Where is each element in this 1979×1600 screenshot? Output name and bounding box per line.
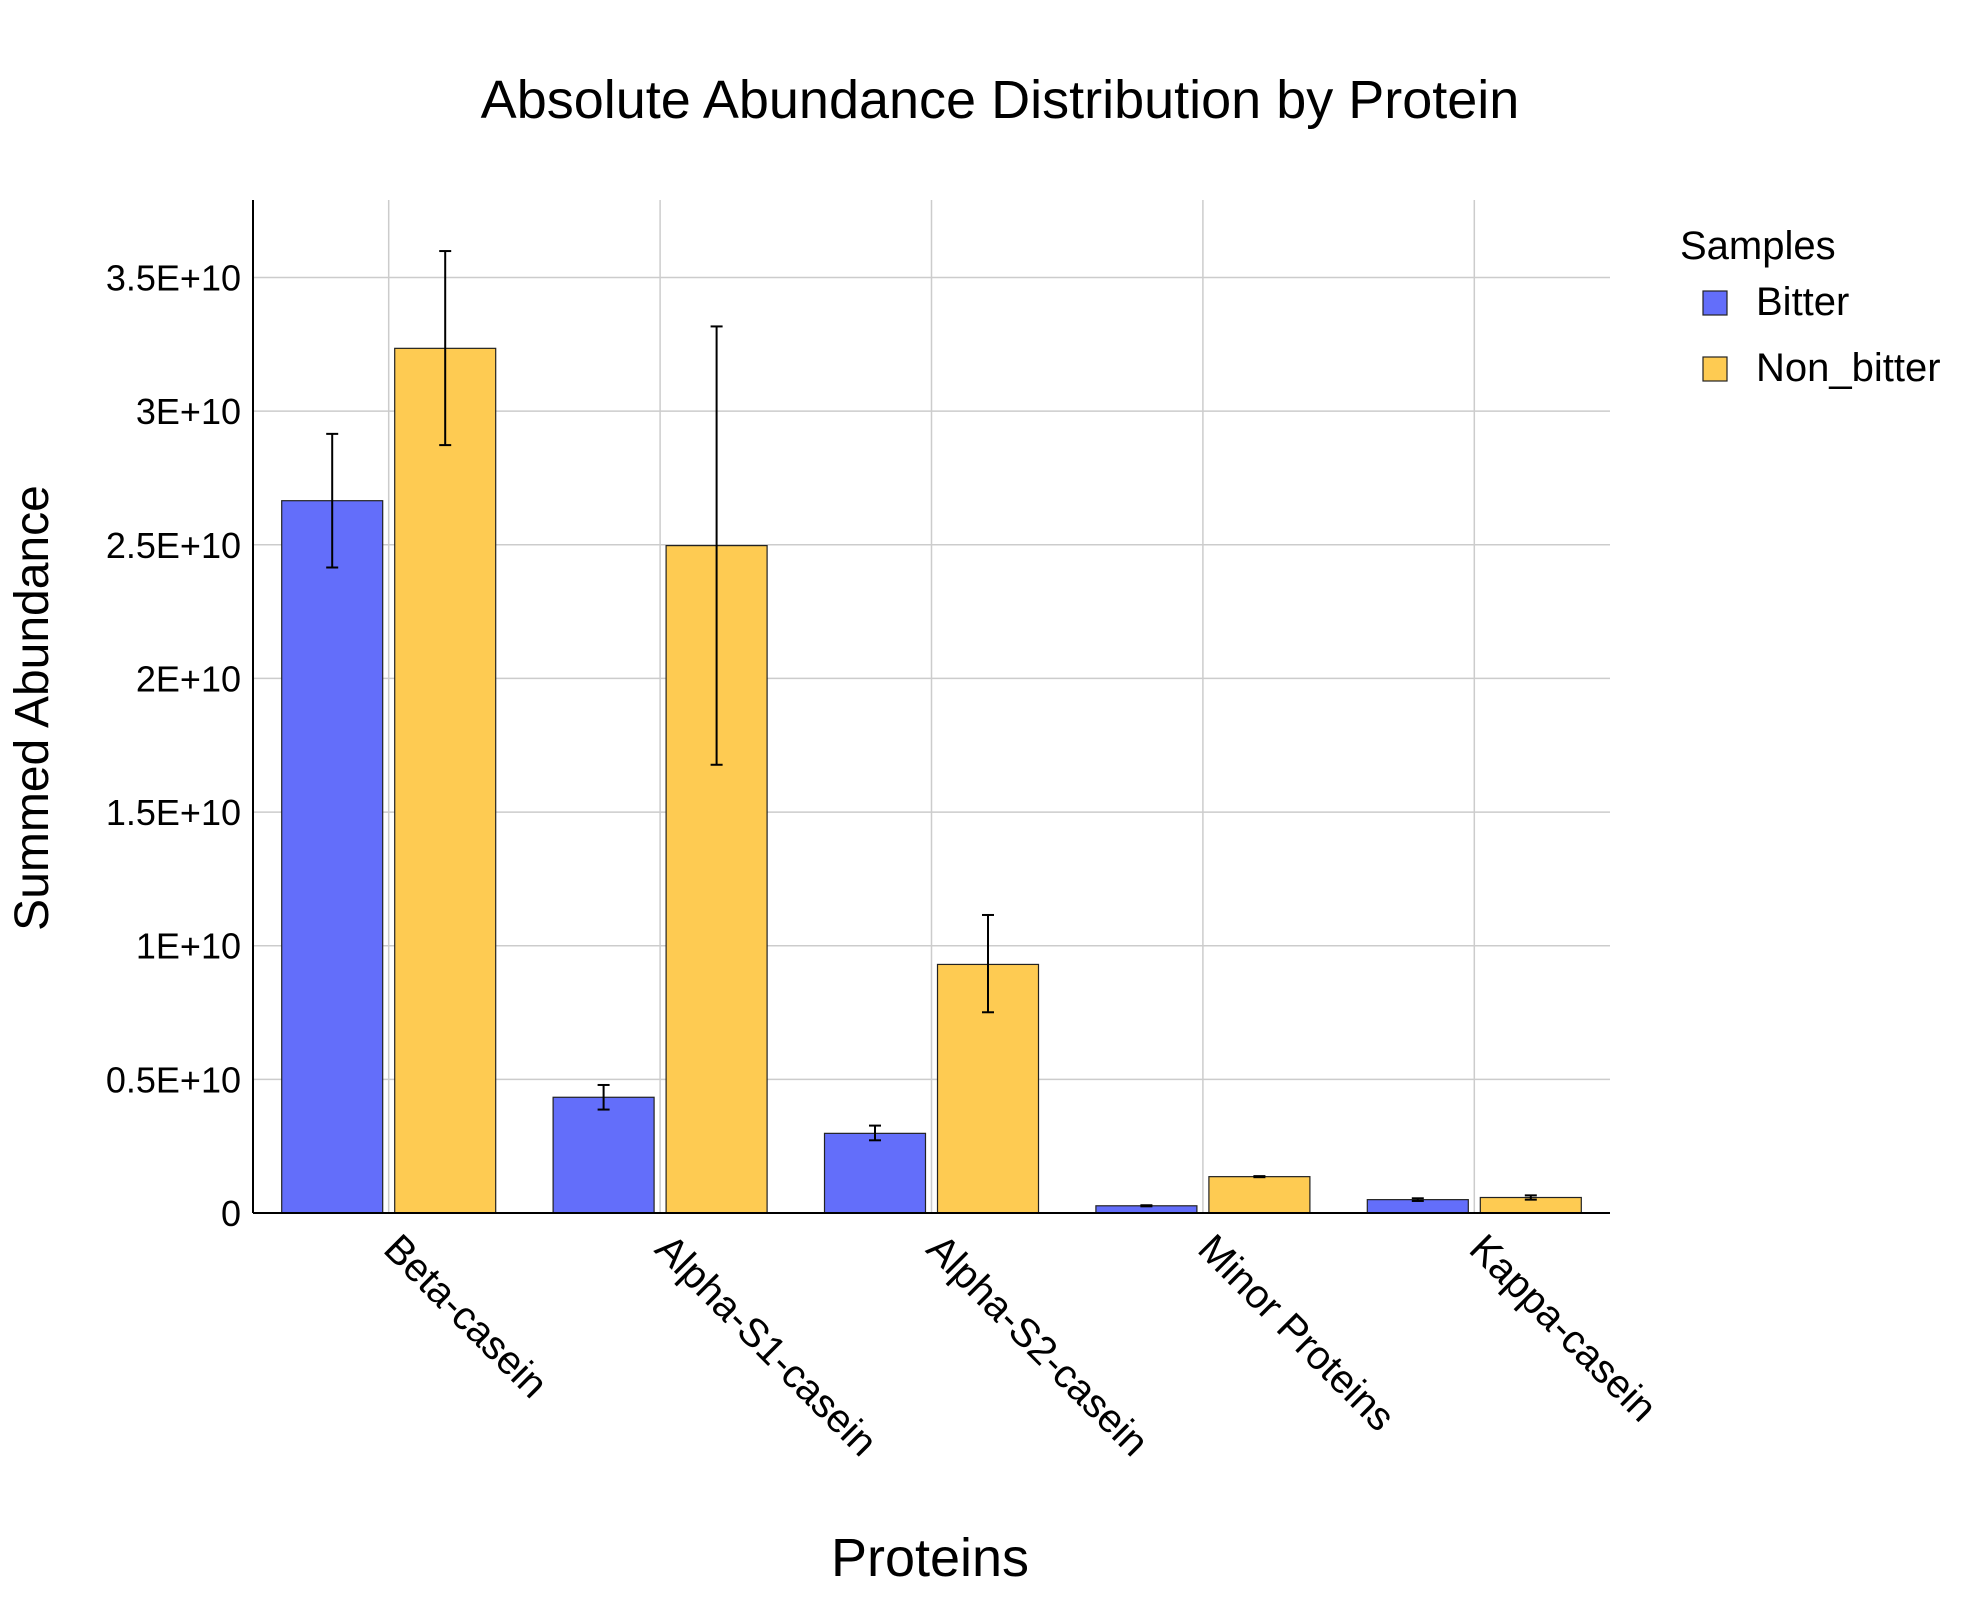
legend-swatch — [1702, 356, 1728, 382]
y-tick-label: 1.5E+10 — [106, 792, 241, 833]
error-bar — [1411, 1197, 1424, 1202]
error-bar — [710, 325, 723, 766]
error-bar — [439, 250, 452, 447]
x-tick-label: Alpha-S1-casein — [647, 1226, 886, 1465]
error-bar — [1524, 1194, 1537, 1201]
x-tick-labels: Beta-casein Alpha-S1-casein Alpha-S2-casei… — [375, 1226, 1665, 1465]
bar-bitter — [281, 500, 384, 1214]
error-bar — [982, 913, 994, 1014]
legend-item-non-bitter: Non_bitter — [1702, 346, 1941, 390]
y-tick-label: 3.5E+10 — [106, 258, 241, 299]
legend-swatch — [1702, 290, 1728, 316]
chart-title: Absolute Abundance Distribution by Prote… — [481, 70, 1520, 130]
bar-non-bitter — [394, 347, 497, 1214]
bar-non-bitter — [1208, 1176, 1311, 1214]
bar-bitter — [552, 1096, 655, 1214]
legend-title: Samples — [1680, 224, 1836, 268]
error-bars — [326, 250, 1537, 1208]
legend-item-bitter: Bitter — [1702, 280, 1849, 324]
y-tick-label: 1E+10 — [136, 926, 241, 967]
legend: Samples Bitter Non_bitter — [1680, 224, 1941, 390]
x-tick-label: Beta-casein — [375, 1226, 555, 1406]
y-tick-label: 2.5E+10 — [106, 525, 241, 566]
error-bar — [326, 432, 339, 569]
error-bar — [869, 1124, 881, 1142]
x-axis-title: Proteins — [831, 1528, 1029, 1588]
axes — [252, 200, 1610, 1214]
x-tick-label: Alpha-S2-casein — [918, 1226, 1157, 1465]
y-tick-labels: 0 0.5E+10 1E+10 1.5E+10 2E+10 2.5E+10 3E+10 3.5… — [106, 258, 241, 1234]
x-tick-label: Kappa-casein — [1461, 1226, 1665, 1430]
error-bar — [597, 1083, 610, 1111]
error-bar — [1140, 1204, 1153, 1208]
legend-label: Bitter — [1756, 280, 1849, 324]
y-axis-title: Summed Abundance — [6, 485, 59, 931]
error-bar — [1253, 1175, 1266, 1179]
x-tick-label: Minor Proteins — [1190, 1226, 1403, 1439]
y-tick-label: 0 — [221, 1193, 241, 1234]
bar-bitter — [823, 1132, 927, 1214]
y-tick-label: 0.5E+10 — [106, 1059, 241, 1100]
y-tick-label: 2E+10 — [136, 658, 241, 699]
y-tick-label: 3E+10 — [136, 391, 241, 432]
legend-label: Non_bitter — [1756, 346, 1941, 390]
